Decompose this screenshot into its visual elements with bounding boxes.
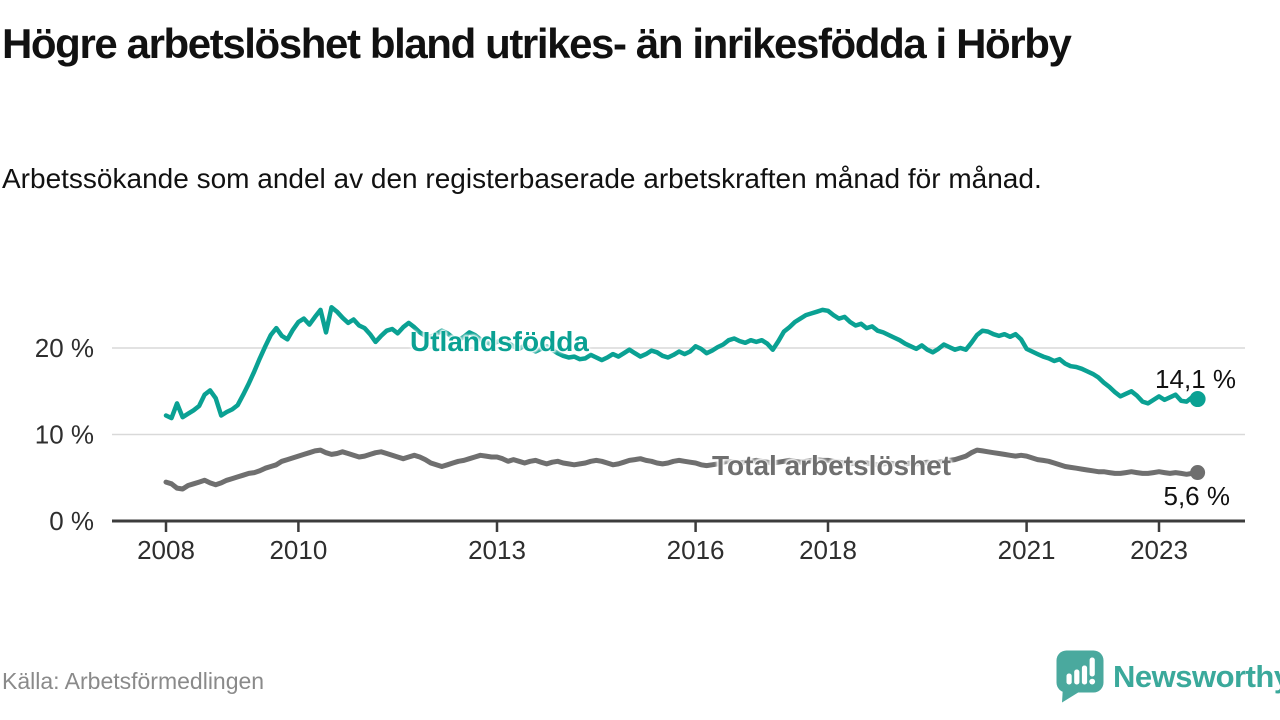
series-end-dot-utlandsfodda — [1189, 391, 1206, 408]
x-tick-label: 2018 — [799, 535, 857, 565]
y-tick-label: 10 % — [35, 420, 94, 450]
series-line-utlandsfodda — [163, 305, 1200, 421]
end-value-utlandsfodda: 14,1 % — [1155, 364, 1236, 394]
x-tick-label: 2008 — [137, 535, 195, 565]
x-tick-label: 2023 — [1130, 535, 1188, 565]
end-value-total-arbetsloshet: 5,6 % — [1163, 481, 1231, 511]
x-tick-label: 2016 — [667, 535, 725, 565]
x-tick-label: 2021 — [998, 535, 1056, 565]
source-caption: Källa: Arbetsförmedlingen — [2, 668, 265, 694]
newsworthy-logo: Newsworthy — [1056, 650, 1280, 703]
x-tick-label: 2013 — [468, 535, 526, 565]
series-end-dot-total — [1190, 465, 1206, 481]
series-line-total — [163, 447, 1201, 492]
chart-subtitle: Arbetssökande som andel av den registerb… — [2, 163, 1042, 194]
y-tick-label: 20 % — [35, 333, 94, 363]
series-label-utlandsfodda: Utlandsfödda — [410, 326, 589, 357]
newsworthy-wordmark: Newsworthy — [1113, 659, 1280, 694]
x-tick-label: 2010 — [269, 535, 327, 565]
y-tick-label: 0 % — [49, 506, 94, 536]
page-title: Högre arbetslöshet bland utrikes- än inr… — [2, 20, 1072, 67]
newsworthy-bubble-chart-icon — [1056, 650, 1104, 703]
series-label-total-arbetsloshet: Total arbetslöshet — [712, 450, 952, 481]
